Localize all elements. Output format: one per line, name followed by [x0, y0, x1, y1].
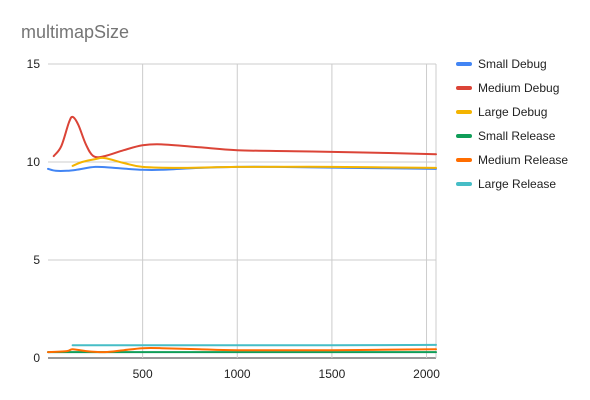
- legend: Small Debug Medium Debug Large Debug Small …: [456, 57, 568, 191]
- x-tick-label: 500: [133, 367, 153, 381]
- y-tick-label: 15: [27, 57, 41, 71]
- x-tick-label: 1500: [319, 367, 346, 381]
- series-line-large-debug: [71, 156, 437, 169]
- y-tick-label: 0: [33, 351, 40, 365]
- x-tick-label: 2000: [413, 367, 440, 381]
- chart-title: multimapSize: [21, 22, 129, 42]
- series-line-medium-release: [47, 347, 437, 354]
- y-tick-label: 10: [27, 155, 41, 169]
- series-lines: [47, 115, 437, 354]
- legend-label-small-release: Small Release: [478, 129, 556, 143]
- y-axis-ticks: 0 5 10 15: [27, 57, 41, 365]
- y-tick-label: 5: [33, 253, 40, 267]
- grid-lines: [48, 63, 437, 359]
- legend-label-large-debug: Large Debug: [478, 105, 547, 119]
- legend-label-medium-release: Medium Release: [478, 153, 568, 167]
- x-axis-ticks: 500 1000 1500 2000: [133, 367, 441, 381]
- legend-label-large-release: Large Release: [478, 177, 556, 191]
- series-line-medium-debug: [52, 115, 437, 159]
- legend-label-medium-debug: Medium Debug: [478, 81, 559, 95]
- x-tick-label: 1000: [224, 367, 251, 381]
- legend-label-small-debug: Small Debug: [478, 57, 547, 71]
